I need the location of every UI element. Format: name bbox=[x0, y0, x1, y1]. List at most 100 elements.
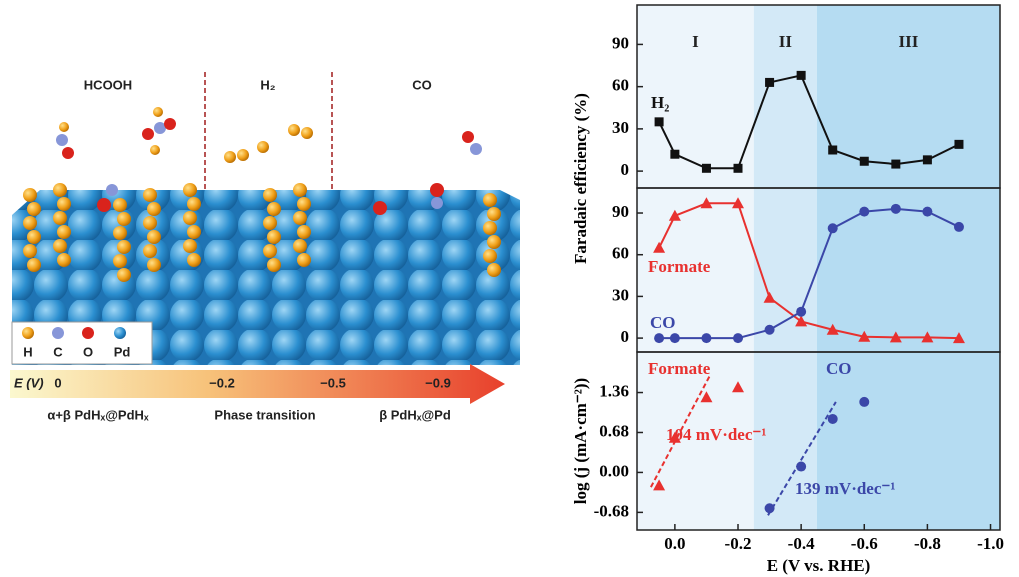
region-label: CO bbox=[412, 77, 432, 92]
h-atom bbox=[53, 211, 67, 225]
h-atom bbox=[293, 183, 307, 197]
y-tick-label: -0.68 bbox=[594, 501, 629, 520]
legend-label: H bbox=[23, 344, 32, 359]
h-atom bbox=[187, 225, 201, 239]
marker bbox=[859, 206, 870, 217]
slope-label: 104 mV·dec⁻¹ bbox=[666, 425, 766, 444]
legend-box bbox=[11, 321, 153, 365]
phase-label: α+β PdHₓ@PdHₓ bbox=[47, 407, 149, 422]
marker bbox=[668, 431, 681, 443]
h-atom bbox=[147, 202, 161, 216]
series-label: Formate bbox=[648, 257, 711, 276]
h-atom bbox=[293, 211, 307, 225]
legend-label: C bbox=[53, 344, 63, 359]
h-atom bbox=[113, 226, 127, 240]
marker bbox=[890, 203, 901, 214]
h-atom bbox=[483, 221, 497, 235]
h-atom bbox=[53, 239, 67, 253]
marker bbox=[765, 77, 775, 87]
marker bbox=[796, 306, 807, 317]
phase-label: β PdHₓ@Pd bbox=[379, 407, 451, 422]
slope-label: 139 mV·dec⁻¹ bbox=[795, 479, 895, 498]
h-atom bbox=[23, 244, 37, 258]
x-tick-label: -0.2 bbox=[725, 534, 752, 553]
marker bbox=[828, 145, 838, 155]
marker bbox=[668, 209, 681, 221]
hydrogen-columns bbox=[23, 183, 501, 282]
y-tick-label: 30 bbox=[612, 118, 629, 137]
x-tick-label: -1.0 bbox=[977, 534, 1004, 553]
y-axis-label: log (j (mA·cm⁻²)) bbox=[571, 378, 590, 504]
x-axis-label: E (V vs. RHE) bbox=[767, 556, 871, 575]
region-shading bbox=[637, 5, 1000, 530]
marker bbox=[827, 413, 838, 424]
h-atom bbox=[117, 268, 131, 282]
marker bbox=[859, 396, 870, 407]
h-atom bbox=[297, 253, 311, 267]
marker bbox=[796, 461, 807, 472]
h-atom bbox=[183, 183, 197, 197]
h-atom bbox=[147, 230, 161, 244]
h-atom bbox=[57, 225, 71, 239]
potential-label: −0.5 bbox=[320, 375, 346, 390]
panel-frame bbox=[636, 351, 1001, 531]
h-atom bbox=[117, 240, 131, 254]
h-atom bbox=[57, 197, 71, 211]
region bbox=[816, 5, 1000, 530]
region-label: II bbox=[779, 32, 793, 51]
marker bbox=[827, 223, 838, 234]
axis-label: E (V) bbox=[14, 375, 44, 390]
x-tick-label: -0.6 bbox=[851, 534, 878, 553]
phase-label: Phase transition bbox=[214, 407, 315, 422]
y-tick-label: 0.00 bbox=[599, 461, 629, 480]
y-tick-label: 0.68 bbox=[599, 421, 629, 440]
marker bbox=[763, 291, 776, 303]
h-atom bbox=[143, 244, 157, 258]
potential-label: −0.9 bbox=[425, 375, 451, 390]
marker bbox=[826, 323, 839, 335]
series-label: H₂ bbox=[651, 93, 669, 112]
h-atom bbox=[297, 197, 311, 211]
marker bbox=[954, 139, 964, 149]
region bbox=[637, 5, 754, 530]
h-atom bbox=[267, 230, 281, 244]
marker bbox=[921, 331, 934, 343]
h-atom bbox=[293, 239, 307, 253]
h-atom bbox=[487, 263, 501, 277]
marker bbox=[653, 241, 666, 253]
region-label: I bbox=[692, 32, 699, 51]
h-atom bbox=[483, 249, 497, 263]
h-atom bbox=[53, 183, 67, 197]
marker bbox=[670, 149, 680, 159]
marker bbox=[796, 70, 806, 80]
fit-line bbox=[650, 375, 711, 488]
y-tick-label: 90 bbox=[612, 33, 629, 52]
y-tick-label: 60 bbox=[612, 244, 629, 263]
y-tick-label: 1.36 bbox=[599, 381, 629, 400]
legend-label: Pd bbox=[114, 344, 131, 359]
marker bbox=[701, 333, 712, 344]
x-tick-label: -0.8 bbox=[914, 534, 941, 553]
potential-label: 0 bbox=[54, 375, 61, 390]
h-atom bbox=[27, 230, 41, 244]
x-tick-label: 0.0 bbox=[664, 534, 685, 553]
region-label: HCOOH bbox=[84, 77, 132, 92]
marker bbox=[654, 117, 664, 127]
marker bbox=[700, 197, 713, 209]
h-atom bbox=[183, 211, 197, 225]
marker bbox=[701, 163, 711, 173]
region-label: H₂ bbox=[260, 77, 275, 92]
h-atom bbox=[297, 225, 311, 239]
h-atom bbox=[147, 258, 161, 272]
molecules bbox=[56, 107, 482, 215]
series-label: CO bbox=[826, 359, 852, 378]
marker bbox=[653, 479, 666, 491]
marker bbox=[922, 155, 932, 165]
y-axis-label: Faradaic efficiency (%) bbox=[571, 93, 590, 264]
h-atom bbox=[483, 193, 497, 207]
h-atom bbox=[183, 239, 197, 253]
marker bbox=[732, 381, 745, 393]
marker bbox=[732, 197, 745, 209]
